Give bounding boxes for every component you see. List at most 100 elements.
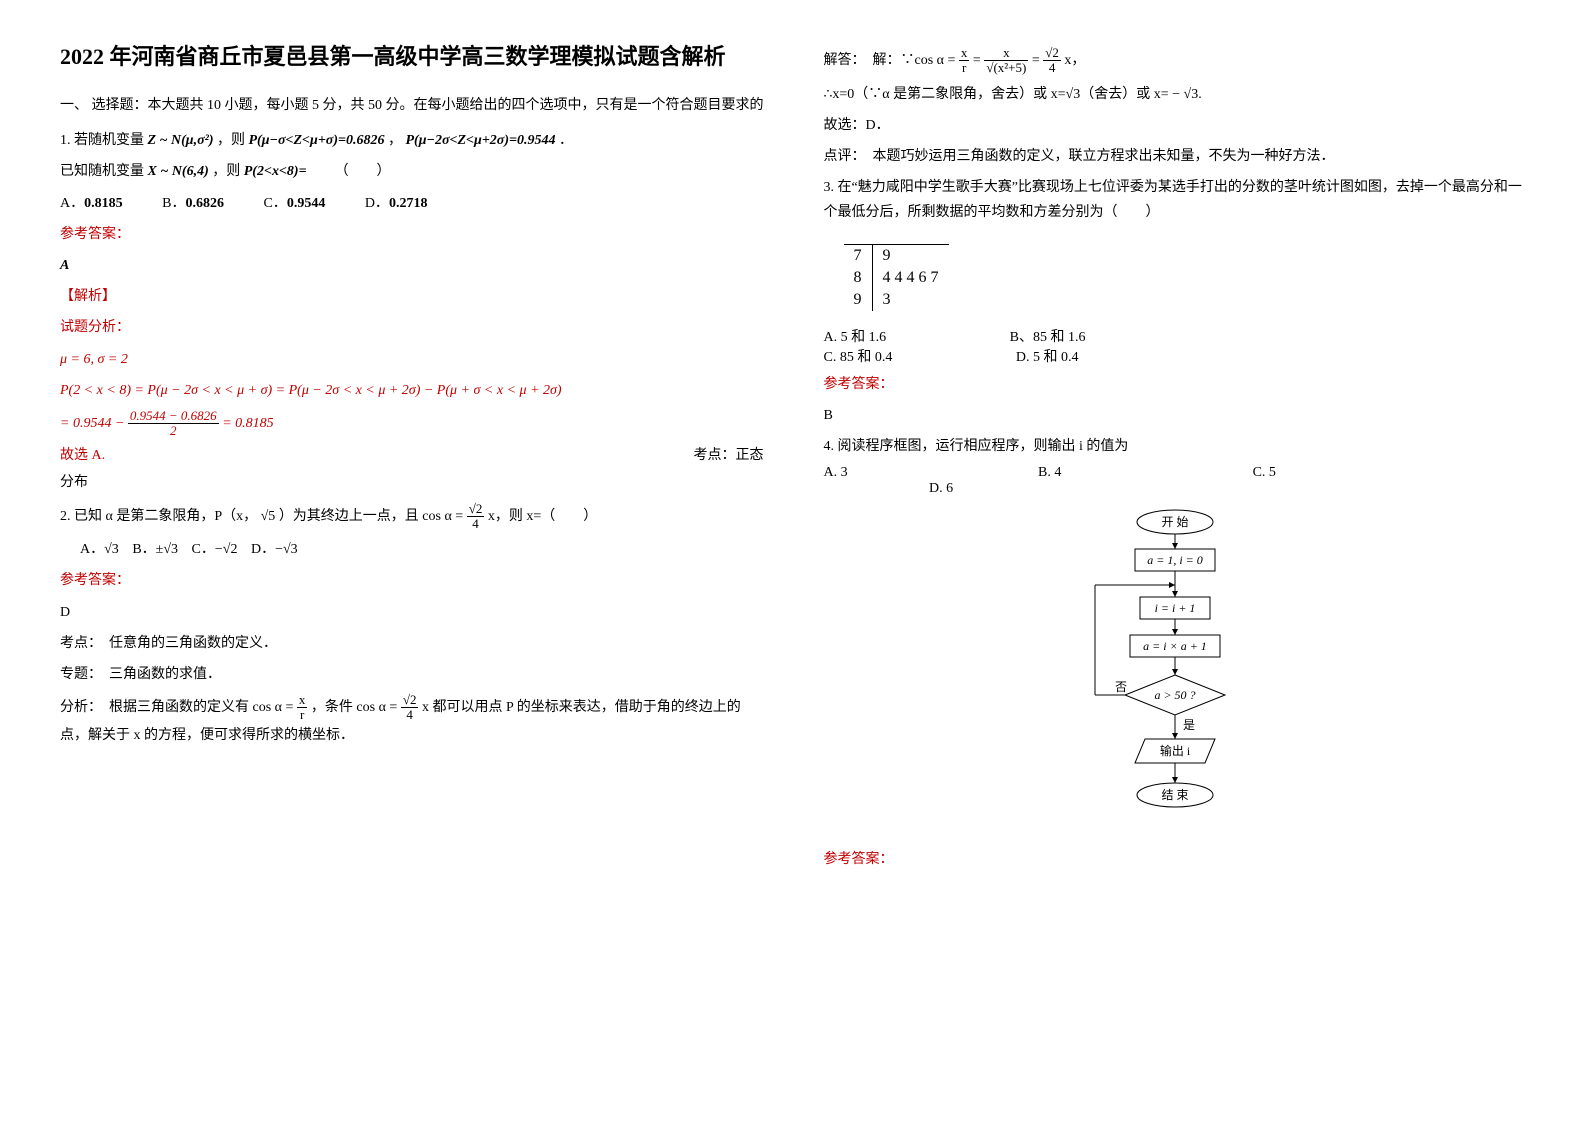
q1-paren: （ ） [335,164,391,179]
r-jieda-text: 解：∵cos α = [873,53,956,68]
q1-work-l3: = 0.9544 − 0.9544 − 0.6826 2 = 0.8185 [60,409,764,439]
r-frac1: x r [959,46,970,76]
q2-zhuanti-label: 专题： [60,667,102,682]
q4-optD: D. 6 [929,481,953,497]
q3-options: A. 5 和 1.6 B、85 和 1.6 C. 85 和 0.4 D. 5 和… [824,326,1528,366]
q4-optA: A. 3 [824,465,1035,481]
r-frac2: x √(x²+5) [984,46,1028,76]
q1-text: 1. 若随机变量 [60,133,144,148]
q3-stemleaf: 7 9 8 4 4 4 6 7 9 3 [824,232,949,321]
q1-optD: D．0.2718 [365,191,428,216]
q1-optC-val: 0.9544 [287,196,326,211]
q2-optC: C．−√2 [192,542,238,557]
q2-fenxi: 分析： 根据三角函数的定义有 cos α = x r ，条件 cos α = √… [60,693,764,748]
q1-answer-label: 参考答案： [60,222,764,247]
q1-expr1: P(μ−σ<Z<μ+σ)=0.6826 [249,133,385,148]
q1-text: ． [559,133,573,148]
q1-l3-left: = 0.9544 − [60,416,124,431]
q4-stem: 4. 阅读程序框图，运行相应程序，则输出 i 的值为 [824,434,1528,459]
q1-expr-x: X ~ N(6,4) [148,164,209,179]
q1-fenbu: 分布 [60,470,764,495]
q1-work-l1: μ = 6, σ = 2 [60,347,764,372]
q1-l1: μ = 6, σ = 2 [60,352,128,367]
q1-jiexi: 【解析】 [60,284,764,309]
r-eq1: = [973,53,981,68]
q1-expr-z: Z ~ N(μ,σ²) [148,133,214,148]
r-jieda: 解答： 解：∵cos α = x r = x √(x²+5) = √2 4 x， [824,46,1528,76]
q2-frac: √2 4 [467,502,485,532]
q3-optA: A. 5 和 1.6 [824,326,887,346]
q2-optB: B．±√3 [132,542,178,557]
q2-xr-num: x [297,693,308,708]
flow-out: 输出 i [1160,743,1191,758]
q1-l2: P(2 < x < 8) = P(μ − 2σ < x < μ + σ) = P… [60,383,562,398]
flow-cond: a > 50 ? [1155,688,1196,702]
q2-text: ）为其终边上一点，且 cos α = [279,509,463,524]
flow-no: 否 [1115,680,1127,694]
q1-text: ，则 [212,164,240,179]
q2-optC-val: −√2 [215,542,238,557]
q1-answer-val: A [60,258,69,273]
q2-stem: 2. 已知 α 是第二象限角，P（x， √5 ）为其终边上一点，且 cos α … [60,502,764,532]
r-f3n: √2 [1043,46,1061,61]
q2-fenxi-label: 分析： [60,700,102,715]
r-dianping: 点评： 本题巧妙运用三角函数的定义，联立方程求出未知量，不失为一种好方法． [824,144,1528,169]
q4-optB: B. 4 [1038,465,1249,481]
sl-stem: 7 [844,244,873,267]
q2-fenxi-a: 根据三角函数的定义有 cos α = [109,700,293,715]
q2-answer-label: 参考答案： [60,568,764,593]
q2-options: A．√3 B．±√3 C．−√2 D．−√3 [60,537,764,562]
flow-b3: a = i × a + 1 [1143,639,1207,653]
q2-kaodian-label: 考点： [60,636,102,651]
q1-l3-num: 0.9544 − 0.6826 [128,409,219,424]
q1-stem-line2: 已知随机变量 X ~ N(6,4) ，则 P(2<x<8)= （ ） [60,159,764,184]
q1-l3-frac: 0.9544 − 0.6826 2 [128,409,219,439]
q2-zhuanti: 专题： 三角函数的求值． [60,662,764,687]
q2-optB-val: ±√3 [156,542,178,557]
flow-start: 开 始 [1162,515,1189,529]
sl-stem: 8 [844,267,873,289]
q1-expr2: P(μ−2σ<Z<μ+2σ)=0.9544 [406,133,556,148]
r-tailx: x， [1064,53,1085,68]
q2-text: 2. 已知 α 是第二象限角，P（x， [60,509,257,524]
q1-guxuan: 故选 A. [60,444,105,464]
q3-answer: B [824,403,1528,428]
q1-expr3: P(2<x<8)= [244,164,307,179]
q4-answer-label: 参考答案： [824,847,1528,872]
q1-text: 已知随机变量 [60,164,144,179]
q2-f2-den: 4 [401,708,419,722]
q2-xr-frac: x r [297,693,308,723]
q4-options: A. 3 B. 4 C. 5 D. 6 [824,465,1528,497]
q1-optA: A．0.8185 [60,191,123,216]
q3-optD: D. 5 和 0.4 [1016,346,1079,366]
q1-work-l2: P(2 < x < 8) = P(μ − 2σ < x < μ + σ) = P… [60,378,764,403]
r-frac3: √2 4 [1043,46,1061,76]
q1-l3-den: 2 [128,424,219,438]
r-f3d: 4 [1043,61,1061,75]
q1-fenxi: 试题分析： [60,315,764,340]
q2-answer: D [60,600,764,625]
sl-stem: 9 [844,289,873,311]
r-eq2: = [1032,53,1040,68]
r-f1d: r [959,61,970,75]
q1-optB: B．0.6826 [162,191,224,216]
q1-optA-val: 0.8185 [84,196,123,211]
sl-leaf: 4 4 4 6 7 [872,267,949,289]
q4-optC: C. 5 [1253,465,1464,481]
q2-sqrt5: √5 [261,509,276,524]
r-dp-text: 本题巧妙运用三角函数的定义，联立方程求出未知量，不失为一种好方法． [873,149,1335,164]
q2-frac-num: √2 [467,502,485,517]
r-f2d: √(x²+5) [984,61,1028,75]
q2-kaodian: 考点： 任意角的三角函数的定义． [60,631,764,656]
q3-answer-label: 参考答案： [824,372,1528,397]
q1-text: ， [388,133,402,148]
q2-kaodian-text: 任意角的三角函数的定义． [109,636,277,651]
q2-optD: D．−√3 [251,542,298,557]
q1-optD-val: 0.2718 [389,196,428,211]
r-guxuan: 故选：D． [824,113,1528,138]
r-line2: ∴x=0（∵α 是第二象限角，舍去）或 x=√3（舍去）或 x= − √3. [824,82,1528,107]
q1-answer: A [60,253,764,278]
q2-xr-den: r [297,708,308,722]
q1-l3-right: = 0.8185 [222,416,273,431]
q1-options: A．0.8185 B．0.6826 C．0.9544 D．0.2718 [60,191,764,216]
